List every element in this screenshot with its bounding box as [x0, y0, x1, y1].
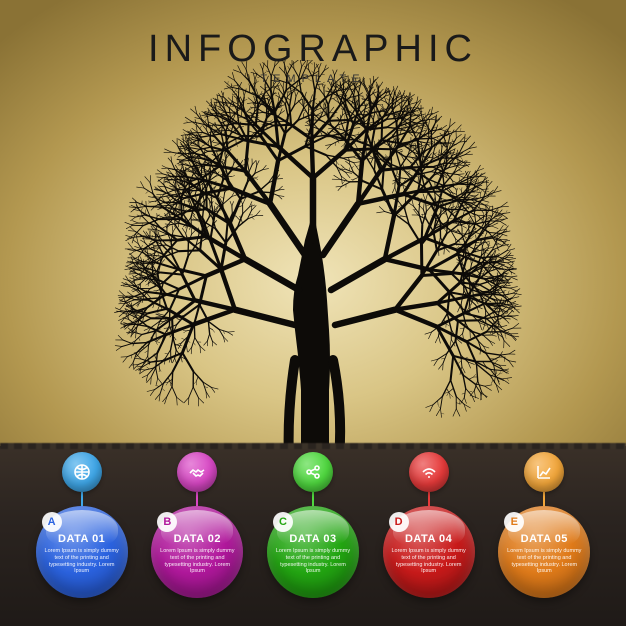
node-a: ADATA 01 Lorem Ipsum is simply dummy text…	[30, 446, 134, 598]
globe-icon	[62, 452, 102, 492]
data-label: DATA 05	[521, 533, 568, 545]
nodes-row: ADATA 01 Lorem Ipsum is simply dummy text…	[0, 446, 626, 626]
data-circle-b: BDATA 02 Lorem Ipsum is simply dummy text…	[151, 506, 243, 598]
infographic-canvas: INFOGRAPHIC TEMPLATE ADATA 01 Lorem Ipsum…	[0, 0, 626, 626]
node-b: BDATA 02 Lorem Ipsum is simply dummy text…	[145, 446, 249, 598]
connector	[81, 492, 83, 506]
data-desc: Lorem Ipsum is simply dummy text of the …	[44, 548, 120, 576]
node-c: CDATA 03 Lorem Ipsum is simply dummy text…	[261, 446, 365, 598]
wifi-icon	[409, 452, 449, 492]
letter-badge: D	[389, 512, 409, 532]
letter-badge: C	[273, 512, 293, 532]
title-block: INFOGRAPHIC TEMPLATE	[0, 28, 626, 85]
letter-badge: B	[157, 512, 177, 532]
data-label: DATA 04	[405, 533, 452, 545]
tree-svg	[43, 60, 583, 460]
connector	[428, 492, 430, 506]
data-circle-c: CDATA 03 Lorem Ipsum is simply dummy text…	[267, 506, 359, 598]
data-circle-a: ADATA 01 Lorem Ipsum is simply dummy text…	[36, 506, 128, 598]
data-label: DATA 03	[289, 533, 336, 545]
handshake-icon	[177, 452, 217, 492]
data-label: DATA 02	[174, 533, 221, 545]
node-d: DDATA 04 Lorem Ipsum is simply dummy text…	[377, 446, 481, 598]
data-circle-e: EDATA 05 Lorem Ipsum is simply dummy text…	[498, 506, 590, 598]
chart-icon	[524, 452, 564, 492]
connector	[312, 492, 314, 506]
share-icon	[293, 452, 333, 492]
connector	[543, 492, 545, 506]
node-e: EDATA 05 Lorem Ipsum is simply dummy text…	[492, 446, 596, 598]
page-subtitle: TEMPLATE	[0, 73, 626, 85]
data-circle-d: DDATA 04 Lorem Ipsum is simply dummy text…	[383, 506, 475, 598]
data-desc: Lorem Ipsum is simply dummy text of the …	[506, 548, 582, 576]
data-desc: Lorem Ipsum is simply dummy text of the …	[159, 548, 235, 576]
data-desc: Lorem Ipsum is simply dummy text of the …	[275, 548, 351, 576]
tree-silhouette	[0, 60, 626, 460]
data-label: DATA 01	[58, 533, 105, 545]
letter-badge: E	[504, 512, 524, 532]
page-title: INFOGRAPHIC	[0, 28, 626, 71]
connector	[196, 492, 198, 506]
letter-badge: A	[42, 512, 62, 532]
data-desc: Lorem Ipsum is simply dummy text of the …	[391, 548, 467, 576]
